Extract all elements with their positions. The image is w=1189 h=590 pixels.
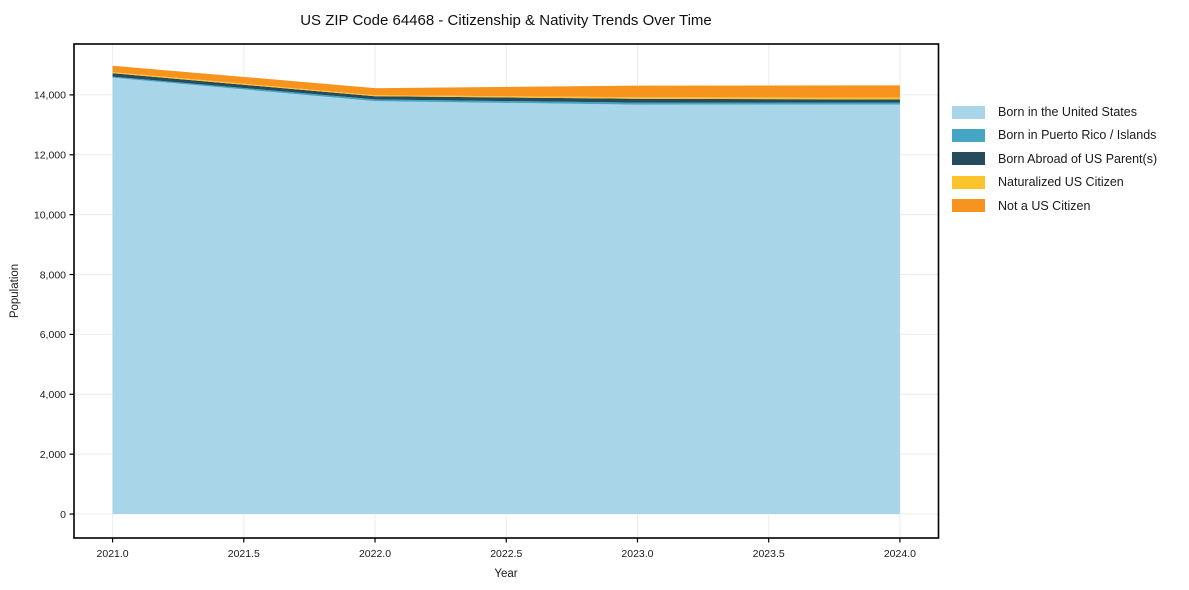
legend-swatch-icon [952, 152, 985, 166]
legend-item-born-abroad-of-us-parent-s: Born Abroad of US Parent(s) [952, 151, 1157, 167]
legend-label: Born in Puerto Rico / Islands [998, 128, 1157, 143]
legend-swatch-icon [952, 175, 985, 189]
y-tick-label: 0 [60, 509, 66, 521]
y-axis-label: Population [9, 264, 21, 318]
y-tick-label: 8,000 [40, 269, 66, 281]
legend-swatch-icon [952, 105, 985, 119]
legend-item-born-in-puerto-rico-islands: Born in Puerto Rico / Islands [952, 127, 1157, 143]
legend-swatch-icon [952, 128, 985, 142]
x-tick-label: 2024.0 [884, 548, 916, 560]
legend-swatch-icon [952, 199, 985, 213]
stacked-areas [112, 65, 900, 515]
y-axis: 0 2,000 4,000 6,000 8,000 10,000 12,000 14,000 [34, 90, 74, 521]
x-axis: 2021.0 2021.5 2022.0 2022.5 2023.0 2023.5 2024… [97, 538, 916, 560]
area-born-in-puerto-rico-islands [112, 76, 900, 105]
y-tick-label: 2,000 [40, 449, 66, 461]
y-tick-label: 14,000 [34, 90, 66, 102]
legend-label: Born in the United States [998, 105, 1137, 119]
legend: Born in the United States Born in Puerto … [952, 104, 1157, 221]
legend-item-not-a-us-citizen: Not a US Citizen [952, 198, 1157, 214]
y-tick-label: 6,000 [40, 329, 66, 341]
area-not-a-us-citizen [112, 65, 900, 98]
y-tick-label: 4,000 [40, 389, 66, 401]
x-tick-label: 2021.0 [97, 548, 129, 560]
x-tick-label: 2023.5 [753, 548, 785, 560]
area-born-in-the-united-states [112, 77, 900, 515]
legend-item-naturalized-us-citizen: Naturalized US Citizen [952, 174, 1157, 190]
x-tick-label: 2023.0 [621, 548, 653, 560]
y-tick-label: 10,000 [34, 209, 66, 221]
chart-title: US ZIP Code 64468 - Citizenship & Nativi… [300, 12, 712, 29]
x-tick-label: 2021.5 [228, 548, 260, 560]
x-tick-label: 2022.0 [359, 548, 391, 560]
x-tick-label: 2022.5 [490, 548, 522, 560]
legend-label: Born Abroad of US Parent(s) [998, 151, 1158, 166]
legend-label: Naturalized US Citizen [998, 175, 1124, 190]
y-tick-label: 12,000 [34, 150, 66, 162]
x-axis-label: Year [494, 568, 517, 580]
legend-item-born-in-the-united-states: Born in the United States [952, 104, 1157, 120]
legend-label: Not a US Citizen [998, 198, 1091, 213]
area-born-abroad-of-us-parent-s [112, 73, 900, 103]
